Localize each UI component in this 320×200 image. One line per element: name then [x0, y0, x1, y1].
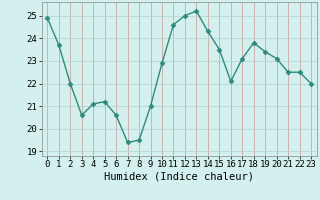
X-axis label: Humidex (Indice chaleur): Humidex (Indice chaleur): [104, 172, 254, 182]
